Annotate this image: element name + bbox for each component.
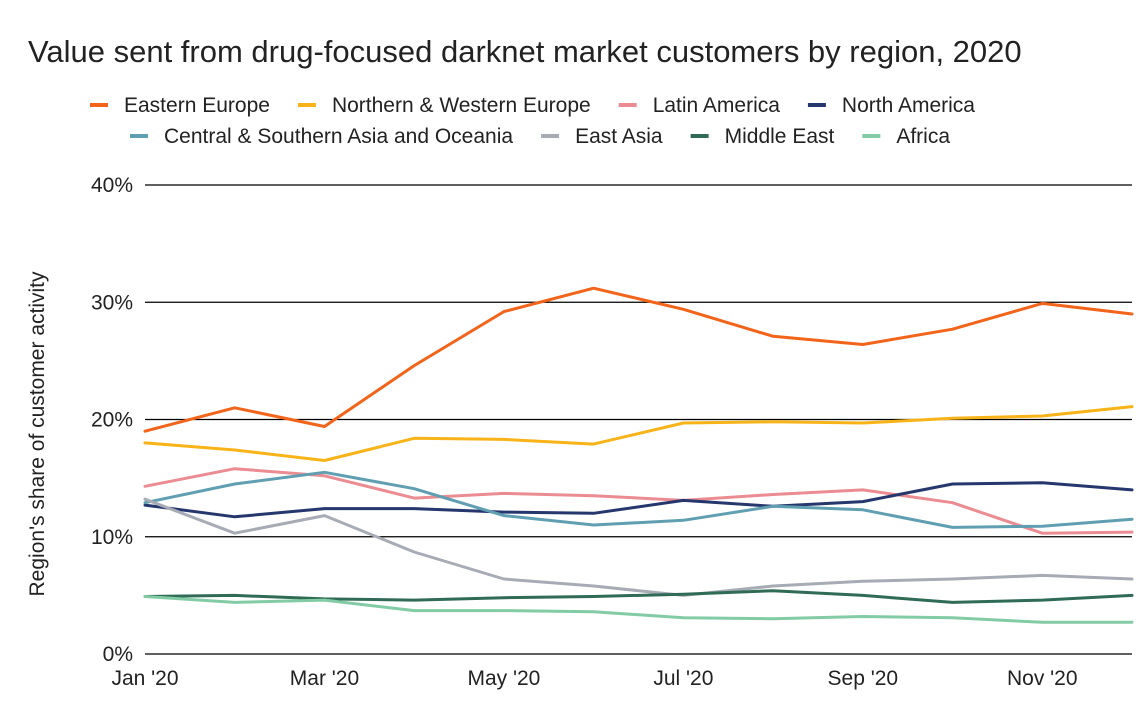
legend-item: Eastern Europe	[90, 94, 270, 117]
series-line-central-southern-asia-and-oceania	[143, 470, 1134, 529]
legend-swatch	[807, 103, 826, 107]
legend-label: Middle East	[725, 125, 835, 148]
x-axis-ticks: Jan '20 Mar '20 May '20 Jul '20 Sep '20 Nov '…	[111, 667, 1077, 690]
series-line-north-america	[143, 481, 1134, 519]
legend-swatch	[297, 103, 316, 107]
chart-title: Value sent from drug-focused darknet mar…	[28, 34, 1022, 69]
x-tick-label: May '20	[467, 667, 540, 690]
y-tick-label: 30%	[91, 291, 133, 314]
y-tick-label: 10%	[91, 526, 133, 549]
series-line-eastern-europe	[143, 286, 1134, 433]
legend-swatch	[130, 134, 148, 138]
x-tick-label: Jul '20	[653, 667, 713, 690]
y-tick-label: 0%	[103, 643, 133, 666]
legend-item: Latin America	[618, 94, 781, 117]
x-tick-label: Jan '20	[111, 667, 178, 690]
legend-item: Central & Southern Asia and Oceania	[130, 125, 513, 148]
gridlines	[145, 184, 1132, 655]
legend-swatch	[690, 134, 709, 138]
legend-item: East Asia	[541, 125, 663, 148]
legend-item: North America	[807, 94, 975, 117]
series-line-africa	[143, 595, 1134, 624]
legend-item: Northern & Western Europe	[297, 94, 591, 117]
x-tick-label: Nov '20	[1007, 667, 1078, 690]
legend-label: East Asia	[575, 125, 663, 148]
legend-label: Latin America	[653, 94, 781, 117]
x-tick-label: Sep '20	[828, 667, 899, 690]
y-axis-ticks: 0% 10% 20% 30% 40%	[91, 174, 133, 666]
series-line-middle-east	[143, 589, 1134, 604]
legend-item: Africa	[862, 125, 950, 148]
legend-row: Central & Southern Asia and Oceania East …	[130, 125, 950, 148]
legend-label: Northern & Western Europe	[332, 94, 591, 117]
y-tick-label: 40%	[91, 174, 133, 197]
legend-item: Middle East	[690, 125, 835, 148]
y-axis-label: Region's share of customer activity	[26, 271, 49, 596]
series-line-northern-western-europe	[143, 405, 1134, 462]
legend-label: Africa	[896, 125, 950, 148]
legend: Eastern Europe Northern & Western Europe L…	[90, 94, 975, 148]
legend-swatch	[618, 103, 637, 107]
legend-row: Eastern Europe Northern & Western Europe L…	[90, 94, 975, 117]
legend-swatch	[90, 103, 108, 107]
series-line-east-asia	[143, 497, 1134, 597]
legend-swatch	[862, 134, 881, 138]
series-lines	[143, 286, 1134, 624]
y-tick-label: 20%	[91, 409, 133, 432]
legend-label: Eastern Europe	[124, 94, 270, 117]
legend-label: North America	[842, 94, 975, 117]
legend-label: Central & Southern Asia and Oceania	[164, 125, 513, 148]
x-tick-label: Mar '20	[290, 667, 359, 690]
legend-swatch	[541, 134, 560, 138]
